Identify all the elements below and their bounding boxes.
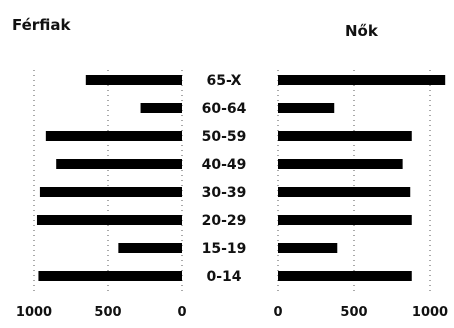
axis-tick-labels: 1000 500 0 0 500 1000 bbox=[16, 305, 448, 320]
category-label-60-64: 60-64 bbox=[202, 101, 247, 117]
category-label-20-29: 20-29 bbox=[202, 213, 247, 229]
tick-left-1000: 1000 bbox=[16, 305, 52, 320]
women-bars bbox=[278, 75, 446, 281]
series-title-women: Nők bbox=[345, 22, 379, 40]
bar-women-30-39 bbox=[278, 187, 411, 197]
tick-right-500: 500 bbox=[340, 305, 367, 320]
category-label-40-49: 40-49 bbox=[202, 157, 247, 173]
series-title-men: Férfiak bbox=[12, 16, 71, 34]
age-group-labels: 65-X 60-64 50-59 40-49 30-39 20-29 15-19 0-14 bbox=[202, 73, 247, 285]
bar-women-65-X bbox=[278, 75, 446, 85]
category-label-15-19: 15-19 bbox=[202, 241, 247, 257]
bar-women-50-59 bbox=[278, 131, 412, 141]
tick-left-500: 500 bbox=[94, 305, 121, 320]
bar-men-40-49 bbox=[56, 159, 183, 169]
tick-left-0: 0 bbox=[177, 305, 186, 320]
bar-men-50-59 bbox=[45, 131, 183, 141]
bar-men-60-64 bbox=[140, 103, 182, 113]
bar-women-15-19 bbox=[278, 243, 338, 253]
bar-women-20-29 bbox=[278, 215, 412, 225]
bar-women-60-64 bbox=[278, 103, 335, 113]
tick-right-0: 0 bbox=[273, 305, 282, 320]
bar-men-30-39 bbox=[39, 187, 182, 197]
men-bars bbox=[36, 75, 183, 281]
category-label-50-59: 50-59 bbox=[202, 129, 247, 145]
category-label-0-14: 0-14 bbox=[206, 269, 241, 285]
gridlines bbox=[33, 70, 431, 292]
category-label-30-39: 30-39 bbox=[202, 185, 247, 201]
bar-men-15-19 bbox=[118, 243, 182, 253]
bar-men-65-X bbox=[85, 75, 182, 85]
tick-right-1000: 1000 bbox=[412, 305, 448, 320]
category-label-65-X: 65-X bbox=[207, 73, 242, 89]
bar-men-0-14 bbox=[38, 271, 182, 281]
bar-women-0-14 bbox=[278, 271, 412, 281]
bar-men-20-29 bbox=[36, 215, 183, 225]
bar-women-40-49 bbox=[278, 159, 403, 169]
